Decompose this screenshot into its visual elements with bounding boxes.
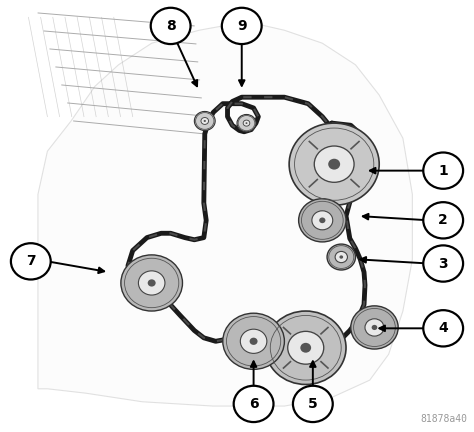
Circle shape (237, 114, 256, 132)
Circle shape (365, 319, 384, 336)
Text: 7: 7 (26, 254, 36, 268)
Circle shape (327, 244, 356, 270)
Circle shape (423, 310, 463, 346)
Circle shape (299, 199, 346, 242)
Circle shape (151, 8, 191, 44)
Text: 3: 3 (438, 257, 448, 270)
Text: 2: 2 (438, 213, 448, 227)
Text: 8: 8 (166, 19, 175, 33)
Circle shape (328, 159, 340, 170)
Circle shape (138, 271, 165, 295)
Circle shape (250, 338, 257, 345)
Circle shape (301, 343, 311, 353)
Circle shape (240, 329, 267, 353)
Circle shape (335, 251, 347, 263)
Circle shape (423, 202, 463, 238)
Circle shape (201, 118, 209, 124)
Circle shape (312, 211, 333, 230)
Circle shape (423, 152, 463, 189)
Circle shape (339, 255, 343, 259)
Polygon shape (38, 22, 412, 406)
Circle shape (265, 311, 346, 384)
Circle shape (372, 325, 377, 330)
Circle shape (234, 386, 273, 422)
Circle shape (121, 255, 182, 311)
Text: 5: 5 (308, 397, 318, 411)
Text: 6: 6 (249, 397, 258, 411)
Circle shape (11, 243, 51, 280)
Circle shape (351, 306, 398, 349)
Circle shape (319, 217, 326, 223)
Circle shape (243, 120, 250, 126)
Circle shape (314, 146, 354, 182)
Circle shape (246, 122, 247, 124)
Circle shape (223, 313, 284, 369)
Circle shape (204, 120, 206, 122)
Circle shape (148, 280, 155, 286)
Text: 1: 1 (438, 164, 448, 178)
Circle shape (222, 8, 262, 44)
Text: 4: 4 (438, 321, 448, 335)
Text: 9: 9 (237, 19, 246, 33)
Circle shape (288, 331, 324, 364)
Circle shape (423, 245, 463, 282)
Circle shape (194, 111, 215, 130)
Circle shape (293, 386, 333, 422)
Circle shape (289, 123, 379, 205)
Text: 81878a40: 81878a40 (420, 414, 467, 424)
